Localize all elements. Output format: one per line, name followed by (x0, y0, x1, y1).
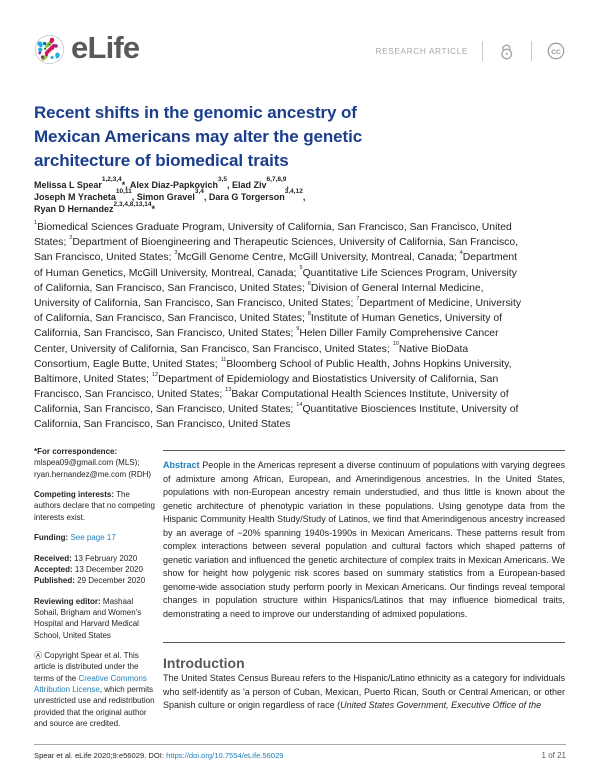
svg-text:CC: CC (551, 49, 561, 56)
